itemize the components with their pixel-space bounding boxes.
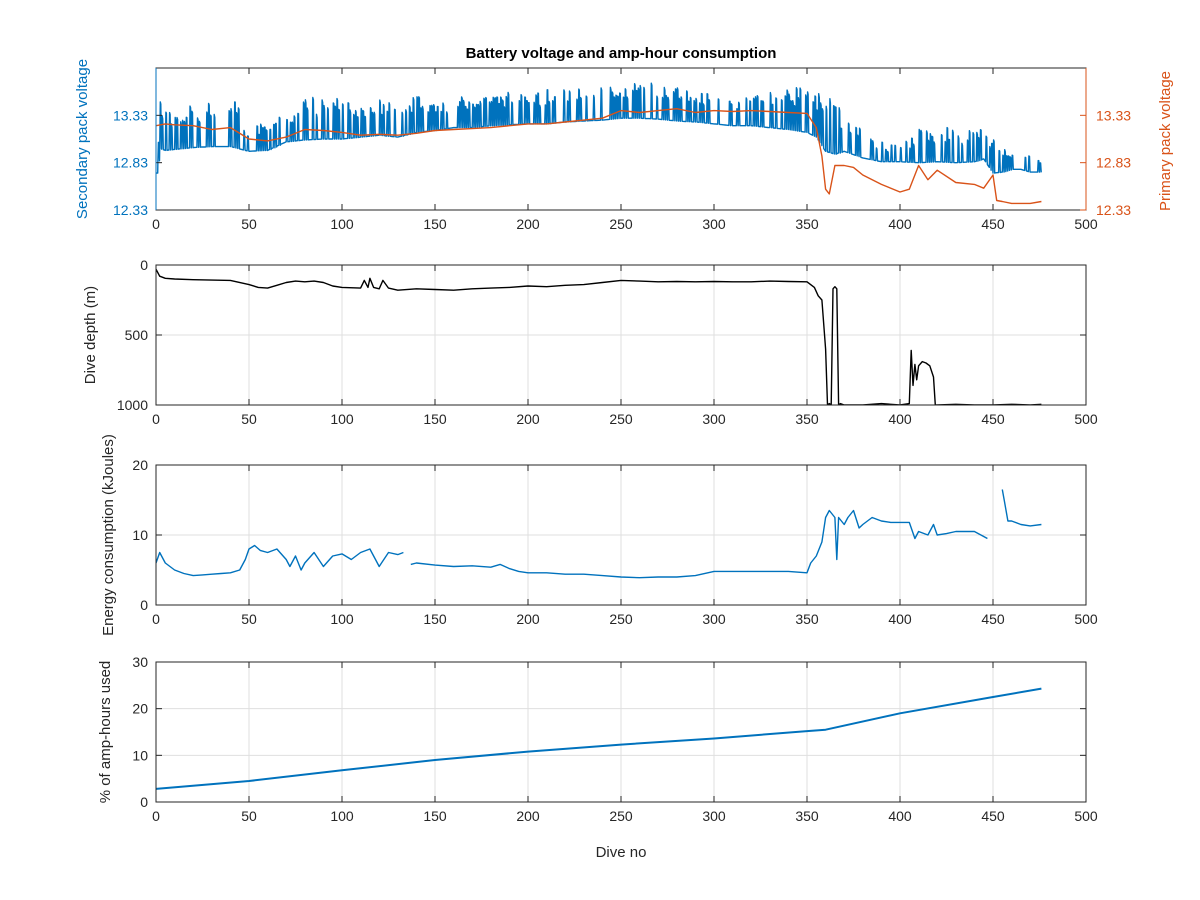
amphours-ytick-label: 0 xyxy=(140,794,148,810)
energy-ytick-label: 10 xyxy=(132,527,148,543)
voltage-xtick-label: 0 xyxy=(152,216,160,232)
amphours-ytick-label: 10 xyxy=(132,747,148,763)
amphours-ytick-label: 20 xyxy=(132,701,148,717)
amphours-xtick-label: 250 xyxy=(609,808,633,824)
depth-xtick-label: 450 xyxy=(981,411,1005,427)
depth-xtick-label: 300 xyxy=(702,411,726,427)
depth-ytick-label: 1000 xyxy=(117,397,148,413)
depth-ytick-label: 500 xyxy=(125,327,149,343)
depth-xtick-label: 500 xyxy=(1074,411,1098,427)
energy-series-line xyxy=(1001,489,1042,527)
depth-axes: 0 50 100 150 200 250 300 350 400 450 500 0 500 1000 Di… xyxy=(82,257,1098,427)
depth-xtick-label: 50 xyxy=(241,411,257,427)
amphours-xtick-label: 400 xyxy=(888,808,912,824)
amphours-xtick-label: 450 xyxy=(981,808,1005,824)
energy-xtick-label: 100 xyxy=(330,611,354,627)
amphours-xtick-label: 0 xyxy=(152,808,160,824)
voltage-ylabel: Secondary pack voltage xyxy=(74,59,91,219)
depth-xtick-label: 0 xyxy=(152,411,160,427)
energy-xtick-label: 300 xyxy=(702,611,726,627)
voltage-xtick-label: 200 xyxy=(516,216,540,232)
amphours-series-group xyxy=(156,687,1042,790)
voltage-xtick-label: 50 xyxy=(241,216,257,232)
depth-ylabel: Dive depth (m) xyxy=(82,286,99,384)
voltage-series-group xyxy=(156,82,1042,205)
voltage-xtick-label: 400 xyxy=(888,216,912,232)
energy-xtick-label: 50 xyxy=(241,611,257,627)
energy-ylabel: Energy consumption (kJoules) xyxy=(100,434,117,636)
amphours-xtick-label: 100 xyxy=(330,808,354,824)
amphours-ytick-label: 30 xyxy=(132,654,148,670)
energy-series-group xyxy=(156,489,1042,579)
depth-xtick-label: 250 xyxy=(609,411,633,427)
voltage-ytick-right-label: 12.33 xyxy=(1096,202,1131,218)
depth-xtick-label: 350 xyxy=(795,411,819,427)
voltage-xtick-label: 500 xyxy=(1074,216,1098,232)
energy-xtick-label: 150 xyxy=(423,611,447,627)
voltage-xtick-label: 450 xyxy=(981,216,1005,232)
amphours-xlabel: Dive no xyxy=(596,844,647,861)
energy-xtick-label: 500 xyxy=(1074,611,1098,627)
amphours-xtick-label: 50 xyxy=(241,808,257,824)
figure-title: Battery voltage and amp-hour consumption xyxy=(466,45,777,62)
depth-series-group xyxy=(156,268,1042,405)
amphours-xtick-label: 350 xyxy=(795,808,819,824)
amphours-series-line xyxy=(156,687,1042,790)
voltage-xtick-label: 250 xyxy=(609,216,633,232)
energy-xtick-label: 250 xyxy=(609,611,633,627)
voltage-xtick-label: 300 xyxy=(702,216,726,232)
energy-axes: 0 50 100 150 200 250 300 350 400 450 500 0 10 20 Energ… xyxy=(100,434,1098,636)
voltage-xtick-label: 150 xyxy=(423,216,447,232)
depth-xtick-label: 400 xyxy=(888,411,912,427)
depth-xtick-label: 150 xyxy=(423,411,447,427)
voltage-ytick-right-label: 12.83 xyxy=(1096,155,1131,171)
amphours-xtick-label: 150 xyxy=(423,808,447,824)
energy-xtick-label: 0 xyxy=(152,611,160,627)
voltage-axes: 0 50 100 150 200 250 300 350 400 450 50012.3312.83… xyxy=(74,59,1174,232)
energy-ytick-label: 20 xyxy=(132,457,148,473)
voltage-series-line xyxy=(156,82,1042,174)
plots-container: 0 50 100 150 200 250 300 350 400 450 50012.3312.83… xyxy=(74,59,1174,861)
voltage-ytick-label: 12.33 xyxy=(113,202,148,218)
voltage-ytick-label: 12.83 xyxy=(113,155,148,171)
amphours-xtick-label: 500 xyxy=(1074,808,1098,824)
energy-xtick-label: 200 xyxy=(516,611,540,627)
amphours-xtick-label: 300 xyxy=(702,808,726,824)
voltage-xtick-label: 100 xyxy=(330,216,354,232)
depth-ytick-label: 0 xyxy=(140,257,148,273)
energy-xtick-label: 350 xyxy=(795,611,819,627)
amphours-axes: 0 50 100 150 200 250 300 350 400 450 500 0 10 20 30 % o… xyxy=(97,654,1098,861)
voltage-xtick-label: 350 xyxy=(795,216,819,232)
amphours-ylabel: % of amp-hours used xyxy=(97,661,114,804)
energy-ytick-label: 0 xyxy=(140,597,148,613)
energy-series-line xyxy=(156,544,404,577)
amphours-xtick-label: 200 xyxy=(516,808,540,824)
voltage-ytick-right-label: 13.33 xyxy=(1096,107,1131,123)
depth-xtick-label: 100 xyxy=(330,411,354,427)
energy-xtick-label: 400 xyxy=(888,611,912,627)
depth-series-line xyxy=(156,268,1042,405)
depth-xtick-label: 200 xyxy=(516,411,540,427)
voltage-ytick-label: 13.33 xyxy=(113,107,148,123)
energy-series-line xyxy=(410,509,988,579)
voltage-ylabel-right: Primary pack voltage xyxy=(1157,71,1174,211)
energy-xtick-label: 450 xyxy=(981,611,1005,627)
voltage-series-line xyxy=(156,108,1042,205)
